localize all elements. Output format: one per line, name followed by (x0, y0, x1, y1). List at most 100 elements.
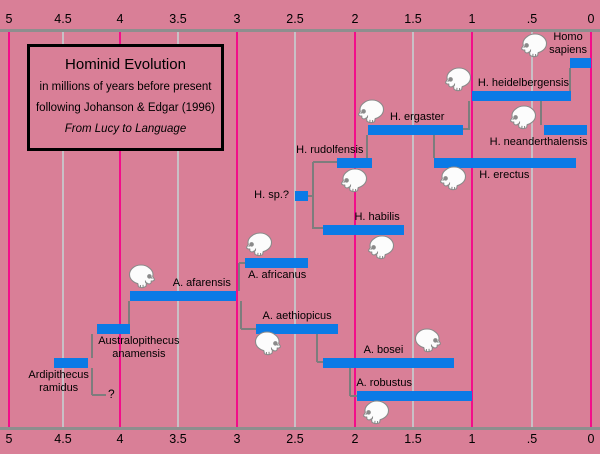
axis-tick-top-0: 0 (587, 12, 595, 26)
gridline-4 (119, 32, 121, 427)
axis-tick-top-5: 5 (5, 12, 13, 26)
species-bar-australopithecus-anamensis (97, 324, 131, 335)
lineage-connector (92, 394, 106, 396)
lineage-connector (313, 227, 324, 229)
axis-tick-bottom-1-5: 1.5 (404, 432, 422, 446)
species-bar-homo-sapiens (569, 58, 591, 68)
skull-icon-a-afarensis (128, 264, 159, 296)
species-label-h-erectus: H. erectus (479, 168, 530, 181)
skull-icon-a-africanus (242, 232, 273, 264)
skull-icon (358, 99, 385, 124)
axis-tick-bottom-5: 5 (5, 432, 13, 446)
gridline-2-5 (294, 32, 296, 427)
axis-tick-bottom-3-5: 3.5 (169, 432, 187, 446)
lineage-connector (239, 262, 246, 264)
lineage-connector (540, 101, 542, 125)
species-label-a-robustus: A. robustus (356, 377, 412, 389)
lineage-connector (317, 361, 324, 363)
species-label-h-sp: H. sp.? (254, 189, 289, 202)
lineage-connector (240, 301, 242, 329)
skull-icon (510, 105, 537, 130)
axis-tick-bottom-3: 3 (233, 432, 241, 446)
axis-tick-top-5: .5 (526, 12, 538, 26)
axis-tick-top-4-5: 4.5 (54, 12, 72, 26)
axis-tick-top-2: 2 (351, 12, 359, 26)
axis-tick-top-1-5: 1.5 (404, 12, 422, 26)
species-bar-a-robustus (357, 391, 472, 401)
lineage-connector (316, 334, 318, 362)
lineage-connector (468, 101, 470, 130)
species-label-a-afarensis: A. afarensis (172, 277, 231, 290)
lineage-connector (313, 161, 338, 163)
axis-tick-top-2-5: 2.5 (286, 12, 304, 26)
species-label-h-rudolfensis: H. rudolfensis (296, 143, 364, 156)
axis-tick-bottom-4-5: 4.5 (54, 432, 72, 446)
gridline-1-5 (412, 32, 414, 427)
bottom-axis-line (0, 427, 600, 430)
title-box: Hominid Evolution in millions of years b… (27, 44, 224, 151)
skull-icon-a-aethiopicus (254, 331, 285, 363)
lineage-connector (366, 135, 368, 158)
skull-icon-h-neanderthalensis (506, 105, 537, 137)
axis-tick-top-4: 4 (116, 12, 124, 26)
lineage-connector (312, 162, 314, 229)
axis-tick-bottom-0: 0 (587, 432, 595, 446)
skull-icon (521, 33, 548, 58)
lineage-connector (128, 301, 130, 324)
species-bar-h-ergaster (367, 124, 463, 135)
species-label-homo-sapiens: Homo sapiens (549, 31, 587, 56)
skull-icon (341, 168, 368, 193)
lineage-connector (241, 328, 256, 330)
skull-icon (128, 264, 155, 289)
skull-icon-a-bosei (414, 328, 445, 360)
species-label-h-ergaster: H. ergaster (389, 110, 445, 123)
axis-tick-bottom-1: 1 (468, 432, 476, 446)
gridline-3-5 (177, 32, 179, 427)
axis-tick-top-3: 3 (233, 12, 241, 26)
lineage-connector (349, 368, 351, 396)
skull-icon-h-habilis (364, 235, 395, 267)
skull-icon (246, 232, 273, 257)
lineage-connector (433, 135, 435, 158)
species-label-h-habilis: H. habilis (354, 210, 400, 223)
lineage-connector (91, 334, 93, 358)
skull-icon-a-robustus (359, 400, 390, 432)
species-bar-a-bosei (322, 357, 455, 368)
species-bar-h-habilis (322, 224, 404, 235)
skull-icon (368, 235, 395, 260)
species-bar-h-erectus (434, 157, 576, 168)
species-bar-ardipithecus-ramidus (54, 357, 89, 368)
skull-icon-h-heidelbergensis (441, 67, 472, 99)
axis-tick-top-1: 1 (468, 12, 476, 26)
gridline-5 (531, 32, 533, 427)
chart-title: Hominid Evolution (65, 56, 186, 73)
gridline-3 (236, 32, 238, 427)
species-bar-a-afarensis (130, 291, 236, 302)
species-label-a-aethiopicus: A. aethiopicus (262, 310, 332, 323)
species-label-a-africanus: A. africanus (248, 268, 307, 281)
chart-subtitle-source: following Johanson & Edgar (1996) (35, 102, 215, 114)
species-bar-h-sp (295, 191, 309, 202)
skull-icon (414, 328, 441, 353)
gridline-0 (590, 32, 592, 427)
skull-icon-h-erectus (436, 166, 467, 198)
lineage-connector (238, 263, 240, 291)
lineage-connector (462, 128, 470, 130)
skull-icon (440, 166, 467, 191)
species-bar-h-neanderthalensis (543, 124, 588, 135)
lineage-connector (350, 395, 358, 397)
top-axis-line (0, 29, 600, 32)
species-label-h-heidelbergensis: H. heidelbergensis (477, 77, 569, 90)
species-bar-a-aethiopicus (255, 324, 339, 335)
gridline-4-5 (62, 32, 64, 427)
chart-subtitle-book: From Lucy to Language (64, 123, 187, 135)
axis-tick-top-3-5: 3.5 (169, 12, 187, 26)
axis-tick-bottom-2: 2 (351, 432, 359, 446)
axis-tick-bottom-2-5: 2.5 (286, 432, 304, 446)
skull-icon-h-ergaster (354, 99, 385, 131)
uncertain-descendant-marker: ? (108, 387, 115, 401)
chart-subtitle-units: in millions of years before present (39, 81, 212, 93)
species-bar-h-heidelbergensis (472, 91, 571, 102)
species-label-h-neanderthalensis: H. neanderthalensis (489, 135, 588, 148)
